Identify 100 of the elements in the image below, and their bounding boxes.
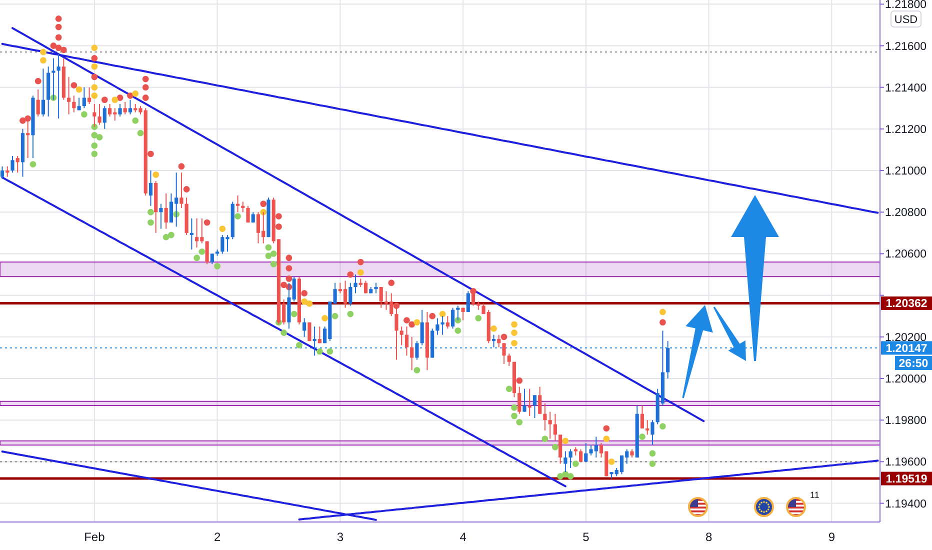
- point: [562, 438, 569, 444]
- candlestick: [123, 101, 127, 115]
- point: [316, 348, 323, 355]
- candlestick: [6, 166, 10, 178]
- y-tick-label: 1.19400: [885, 498, 927, 510]
- candlestick: [646, 420, 650, 436]
- candlestick: [241, 201, 245, 213]
- point: [290, 310, 298, 318]
- point: [408, 321, 416, 328]
- point: [198, 248, 206, 255]
- point: [60, 46, 67, 54]
- candlestick: [538, 386, 542, 414]
- candlestick: [98, 103, 102, 126]
- point: [276, 223, 282, 230]
- candlestick: [522, 388, 526, 412]
- point: [301, 298, 308, 305]
- x-tick-label: 5: [582, 530, 590, 544]
- candlestick: [302, 318, 306, 338]
- point: [80, 111, 88, 118]
- annotation: 11: [810, 490, 820, 500]
- point: [127, 92, 134, 99]
- candlestick: [532, 394, 537, 419]
- point: [55, 24, 62, 30]
- point: [265, 252, 272, 259]
- candlestick: [446, 316, 450, 330]
- candlestick: [436, 318, 440, 336]
- candlestick: [650, 420, 654, 446]
- point: [91, 63, 98, 70]
- point: [660, 319, 666, 326]
- candlestick: [420, 309, 424, 346]
- candlestick: [415, 340, 419, 360]
- point: [194, 254, 200, 262]
- point: [132, 90, 139, 97]
- candlestick: [190, 218, 194, 250]
- point: [557, 473, 564, 480]
- candlestick: [82, 86, 86, 109]
- point: [91, 74, 98, 80]
- point: [148, 219, 154, 226]
- candlestick: [507, 353, 511, 367]
- point: [91, 150, 98, 158]
- point: [96, 134, 103, 140]
- candlestick: [379, 286, 383, 308]
- x-tick-label: 8: [705, 530, 712, 544]
- point: [306, 300, 313, 307]
- candlestick: [333, 282, 337, 304]
- candlestick: [374, 282, 378, 294]
- point: [112, 96, 118, 104]
- point: [168, 232, 174, 238]
- candlestick: [312, 326, 316, 356]
- point: [490, 325, 497, 332]
- point: [142, 94, 149, 101]
- point: [91, 84, 98, 91]
- ref-line-label: 1.20362: [886, 298, 928, 310]
- candlestick: [236, 194, 240, 213]
- point: [70, 82, 78, 88]
- point: [347, 310, 354, 318]
- y-tick-label: 1.19600: [885, 456, 927, 469]
- point: [280, 282, 288, 288]
- point: [404, 317, 410, 324]
- point: [40, 48, 46, 56]
- y-axis-title: USD: [894, 14, 918, 26]
- candlestick: [72, 95, 76, 113]
- point: [214, 263, 220, 270]
- point: [280, 330, 288, 336]
- point: [286, 254, 292, 262]
- candlestick: [56, 54, 60, 120]
- point: [91, 44, 98, 52]
- y-tick-label: 1.20800: [885, 207, 927, 220]
- candlestick: [502, 342, 506, 364]
- point: [639, 434, 646, 440]
- y-tick-label: 1.20000: [885, 374, 927, 386]
- point: [183, 186, 190, 192]
- y-tick-label: 1.21200: [885, 124, 927, 136]
- point: [660, 423, 666, 430]
- text: 26:50: [898, 358, 928, 370]
- candlestick: [210, 253, 214, 265]
- point: [357, 269, 364, 276]
- point: [608, 458, 615, 465]
- point: [332, 312, 338, 320]
- point: [429, 312, 436, 320]
- candlestick: [205, 240, 209, 265]
- point: [516, 418, 523, 426]
- candlestick: [584, 442, 588, 462]
- point: [142, 84, 149, 91]
- candlestick: [118, 103, 122, 117]
- point: [567, 473, 574, 480]
- point: [34, 78, 42, 84]
- point: [649, 450, 656, 457]
- point: [552, 444, 558, 450]
- point: [50, 42, 57, 49]
- ref-line-label: 1.19519: [886, 474, 928, 486]
- x-tick-label: 2: [214, 530, 221, 544]
- candlestick: [164, 192, 168, 230]
- point: [148, 150, 154, 158]
- point: [301, 290, 308, 296]
- x-tick-label: 9: [828, 530, 836, 544]
- point: [178, 163, 185, 170]
- point: [454, 327, 462, 334]
- point: [296, 342, 302, 348]
- candlestick: [461, 307, 465, 321]
